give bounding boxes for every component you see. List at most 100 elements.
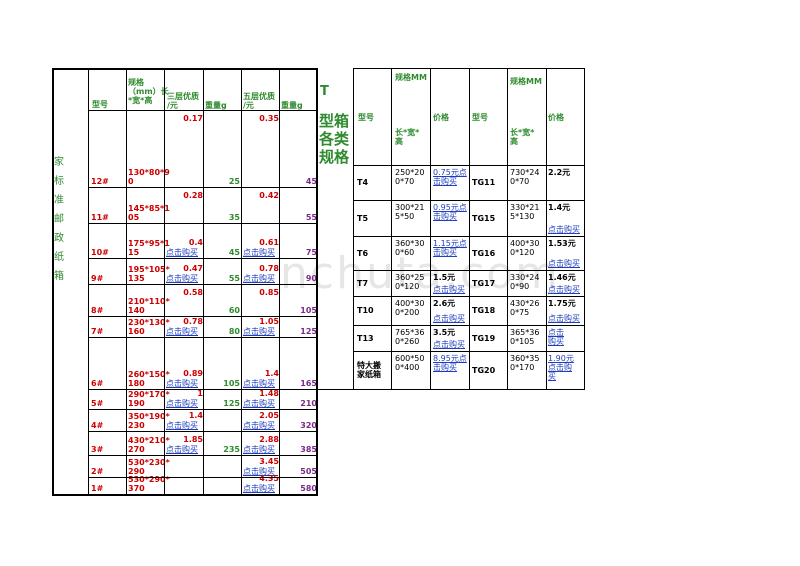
buy-link-three[interactable]: 点击购买 [166, 399, 198, 408]
row-weight-three: 25 [228, 177, 240, 186]
buy-link-three[interactable]: 点击购买 [166, 248, 198, 257]
r-row-price: 2.6元 [433, 299, 456, 308]
row-five-price: 4.35 [259, 474, 279, 483]
row-weight-five: 210 [300, 399, 317, 408]
r-buy-link-2[interactable]: 点击 购买 [548, 328, 564, 346]
r-row-price: 3.5元 [433, 328, 456, 337]
r-header-price-2: 价格 [548, 113, 564, 122]
r-row-spec-2: 730*24 0*70 [510, 168, 540, 186]
r-row-model-2: TG20 [472, 365, 496, 375]
buy-link-five[interactable]: 点击购买 [243, 274, 275, 283]
v-line [430, 68, 431, 390]
r-header-spec-bottom: 长*宽* 高 [395, 128, 420, 146]
row-weight-three: 80 [228, 327, 240, 336]
r-header-spec-bottom-2: 长*宽* 高 [510, 128, 535, 146]
v-line [279, 68, 280, 495]
r-buy-link[interactable]: 8.95元点 击购买 [433, 354, 467, 372]
r-row-spec-2: 400*30 0*120 [510, 239, 540, 257]
row-weight-three: 55 [228, 274, 240, 283]
row-model: 11# [91, 213, 109, 222]
v-line [316, 68, 318, 495]
h-line [353, 270, 584, 271]
r-buy-link-2[interactable]: 点击购买 [548, 314, 580, 323]
r-buy-link-2[interactable]: 点击购买 [548, 259, 580, 268]
v-line [584, 68, 585, 390]
row-weight-five: 320 [300, 421, 317, 430]
r-buy-link[interactable]: 0.95元点 击购买 [433, 203, 467, 221]
v-line [88, 68, 89, 495]
h-line [353, 389, 584, 390]
buy-link-five[interactable]: 点击购买 [243, 379, 275, 388]
row-five-price: 0.61 [259, 238, 279, 247]
r-row-model: T5 [357, 213, 369, 223]
r-row-spec: 765*36 0*260 [395, 328, 425, 346]
buy-link-three[interactable]: 点击购买 [166, 274, 198, 283]
row-weight-five: 45 [305, 177, 317, 186]
h-line [88, 337, 316, 338]
r-buy-link[interactable]: 1.15元点 击购买 [433, 239, 467, 257]
buy-link-three[interactable]: 点击购买 [166, 421, 198, 430]
r-buy-link-2[interactable]: 点击购买 [548, 285, 580, 294]
row-spec: 350*190* 230 [128, 412, 170, 430]
row-spec: 175*95*1 15 [128, 239, 170, 257]
buy-link-five[interactable]: 点击购买 [243, 248, 275, 257]
v-line [507, 68, 508, 390]
r-buy-link[interactable]: 点击购买 [433, 285, 465, 294]
r-row-spec: 360*30 0*60 [395, 239, 425, 257]
row-weight-five: 105 [300, 306, 317, 315]
r-row-spec-2: 360*35 0*170 [510, 354, 540, 372]
buy-link-three[interactable]: 点击购买 [166, 445, 198, 454]
r-row-model-2: TG17 [472, 278, 496, 288]
r-row-model: T13 [357, 333, 374, 343]
r-buy-link-2[interactable]: 1.90元 点击购 买 [548, 354, 574, 381]
r-buy-link[interactable]: 0.75元点 击购买 [433, 168, 467, 186]
h-line [353, 325, 584, 326]
r-buy-link[interactable]: 点击购买 [433, 340, 465, 349]
r-row-model: 特大搬 家纸箱 [357, 361, 381, 379]
header-weight-three: 重量g [205, 101, 227, 110]
row-weight-three: 45 [228, 248, 240, 257]
t-box-title: 型箱 各类 规格 [319, 112, 350, 166]
row-spec: 530*230* 290 [128, 458, 170, 476]
row-five-price: 2.88 [259, 435, 279, 444]
r-buy-link[interactable]: 点击购买 [433, 314, 465, 323]
row-three-price: 1.4 [188, 411, 203, 420]
row-weight-five: 385 [300, 445, 317, 454]
buy-link-five[interactable]: 点击购买 [243, 484, 275, 493]
row-model: 7# [91, 327, 104, 336]
row-five-price: 2.05 [259, 411, 279, 420]
r-row-model-2: TG18 [472, 306, 496, 315]
r-row-spec: 600*50 0*400 [395, 354, 425, 372]
row-three-price: 0.89 [183, 369, 203, 378]
r-header-price: 价格 [433, 113, 449, 122]
row-weight-three: 125 [223, 399, 240, 408]
buy-link-three[interactable]: 点击购买 [166, 379, 198, 388]
row-three-price: 0.58 [183, 288, 203, 297]
row-weight-five: 165 [300, 379, 317, 388]
v-line [52, 68, 54, 495]
buy-link-five[interactable]: 点击购买 [243, 327, 275, 336]
h-line [88, 431, 316, 432]
row-three-price: 1.85 [183, 435, 203, 444]
r-header-spec-top: 规格MM [395, 73, 427, 82]
row-five-price: 1.05 [259, 317, 279, 326]
row-weight-three: 35 [228, 213, 240, 222]
row-three-price: 0.17 [183, 114, 203, 123]
header-weight-five: 重量g [281, 101, 303, 110]
r-row-price-2: 1.46元 [548, 273, 576, 282]
v-line [546, 68, 547, 390]
row-model: 1# [91, 484, 104, 493]
buy-link-five[interactable]: 点击购买 [243, 399, 275, 408]
h-line [52, 494, 318, 496]
h-line [353, 236, 584, 237]
row-spec: 145*85*1 05 [128, 204, 170, 222]
buy-link-five[interactable]: 点击购买 [243, 467, 275, 476]
buy-link-three[interactable]: 点击购买 [166, 327, 198, 336]
row-spec: 530*290* 370 [128, 475, 170, 493]
r-row-spec: 250*20 0*70 [395, 168, 425, 186]
buy-link-five[interactable]: 点击购买 [243, 421, 275, 430]
h-line [88, 409, 316, 410]
buy-link-five[interactable]: 点击购买 [243, 445, 275, 454]
r-buy-link-2[interactable]: 点击购买 [548, 225, 580, 234]
watermark: nchuta.com [280, 248, 561, 299]
